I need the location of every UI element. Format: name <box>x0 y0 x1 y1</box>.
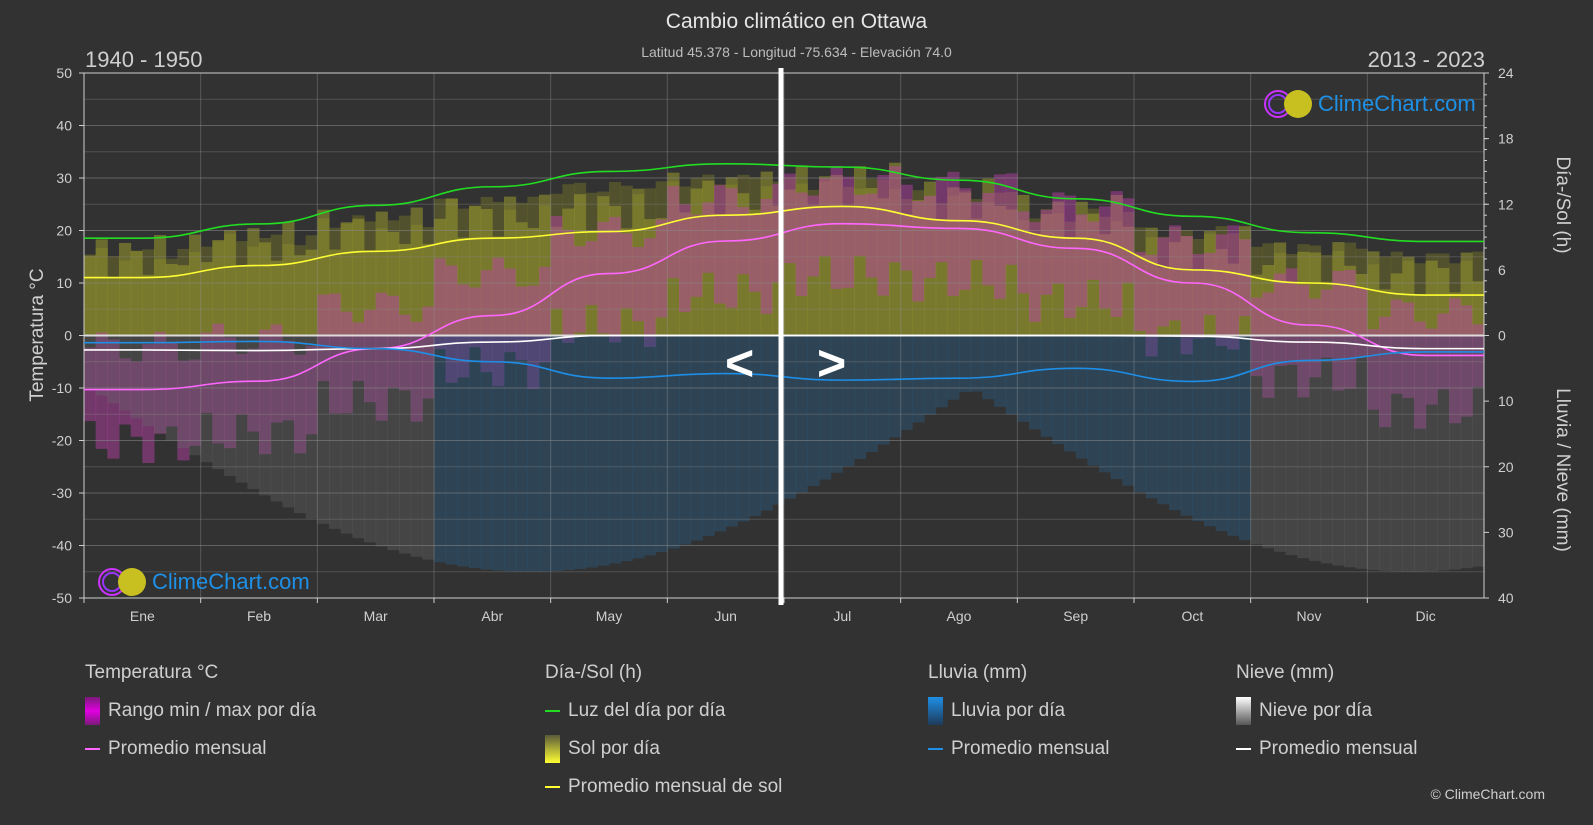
svg-text:30: 30 <box>1498 524 1514 540</box>
svg-text:6: 6 <box>1498 262 1506 278</box>
svg-text:-10: -10 <box>52 380 72 396</box>
svg-text:-50: -50 <box>52 590 72 606</box>
svg-text:0: 0 <box>64 328 72 344</box>
svg-text:May: May <box>596 608 622 624</box>
next-period-button[interactable]: > <box>817 335 847 391</box>
svg-text:Feb: Feb <box>247 608 271 624</box>
svg-text:40: 40 <box>1498 590 1514 606</box>
temp-avg-line-icon <box>85 748 100 750</box>
temp-range-swatch-icon <box>85 697 100 725</box>
left-axis-label: Temperatura °C <box>27 268 48 402</box>
legend-snow-title: Nieve (mm) <box>1236 662 1335 683</box>
daylight-line-icon <box>545 710 560 712</box>
svg-text:Sep: Sep <box>1063 608 1088 624</box>
rain-bar-swatch-icon <box>928 697 943 725</box>
copyright: © ClimeChart.com <box>1430 786 1545 802</box>
prev-period-button[interactable]: < <box>725 335 755 391</box>
svg-text:Abr: Abr <box>481 608 503 624</box>
snow-avg-line-icon <box>1236 748 1251 750</box>
svg-text:Jul: Jul <box>833 608 851 624</box>
svg-text:Dic: Dic <box>1416 608 1436 624</box>
sun-bar-swatch-icon <box>545 735 560 763</box>
right-axis-label-precip: Lluvia / Nieve (mm) <box>1552 388 1573 552</box>
legend-temperature: Temperatura °C Rango min / max por día P… <box>85 662 316 774</box>
svg-text:20: 20 <box>1498 459 1514 475</box>
legend-item-temp-avg: Promedio mensual <box>85 736 316 762</box>
svg-text:40: 40 <box>56 118 72 134</box>
legend-item-sun-avg: Promedio mensual de sol <box>545 774 782 800</box>
svg-text:10: 10 <box>56 275 72 291</box>
snow-bar-swatch-icon <box>1236 697 1251 725</box>
svg-text:Jun: Jun <box>714 608 737 624</box>
watermark-text: ClimeChart.com <box>1318 91 1476 116</box>
legend-rain: Lluvia (mm) Lluvia por día Promedio mens… <box>928 662 1109 774</box>
svg-text:Nov: Nov <box>1297 608 1322 624</box>
legend-item-rain-per-day: Lluvia por día <box>928 697 1109 725</box>
legend-item-rain-avg: Promedio mensual <box>928 736 1109 762</box>
svg-text:Mar: Mar <box>364 608 388 624</box>
legend-item-daylight: Luz del día por día <box>545 698 782 724</box>
svg-text:Oct: Oct <box>1181 608 1203 624</box>
svg-text:12: 12 <box>1498 196 1514 212</box>
svg-text:-40: -40 <box>52 538 72 554</box>
svg-text:-20: -20 <box>52 433 72 449</box>
legend-temperature-title: Temperatura °C <box>85 662 219 683</box>
right-axis-label-sun: Día-/Sol (h) <box>1552 156 1573 254</box>
svg-text:50: 50 <box>56 65 72 81</box>
climechart-logo-icon <box>98 568 146 596</box>
legend-item-sun-per-day: Sol por día <box>545 735 782 763</box>
watermark-top: ClimeChart.com <box>1262 88 1476 120</box>
legend-item-snow-avg: Promedio mensual <box>1236 736 1417 762</box>
chart-subtitle: Latitud 45.378 - Longitud -75.634 - Elev… <box>641 44 952 60</box>
svg-text:24: 24 <box>1498 65 1514 81</box>
svg-text:0: 0 <box>1498 328 1506 344</box>
sun-avg-line-icon <box>545 786 560 788</box>
climechart-logo-icon <box>1264 90 1312 118</box>
legend-item-temp-range: Rango min / max por día <box>85 697 316 725</box>
rain-avg-line-icon <box>928 748 943 750</box>
svg-text:20: 20 <box>56 223 72 239</box>
svg-text:-30: -30 <box>52 485 72 501</box>
svg-text:10: 10 <box>1498 393 1514 409</box>
legend-rain-title: Lluvia (mm) <box>928 662 1028 683</box>
svg-text:18: 18 <box>1498 131 1514 147</box>
svg-text:Ago: Ago <box>947 608 972 624</box>
chart-title: Cambio climático en Ottawa <box>665 10 928 33</box>
legend-sun: Día-/Sol (h) Luz del día por día Sol por… <box>545 662 782 812</box>
watermark-text: ClimeChart.com <box>152 569 310 594</box>
legend-snow: Nieve (mm) Nieve por día Promedio mensua… <box>1236 662 1417 774</box>
svg-text:30: 30 <box>56 170 72 186</box>
period-right-label: 2013 - 2023 <box>1367 47 1485 72</box>
legend-sun-title: Día-/Sol (h) <box>545 662 643 683</box>
legend-item-snow-per-day: Nieve por día <box>1236 697 1417 725</box>
svg-text:Ene: Ene <box>130 608 155 624</box>
period-left-label: 1940 - 1950 <box>85 47 203 72</box>
watermark-bottom: ClimeChart.com <box>96 566 310 598</box>
